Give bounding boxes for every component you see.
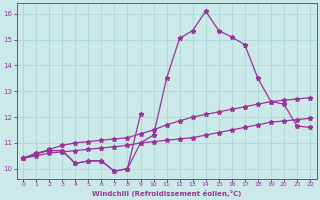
X-axis label: Windchill (Refroidissement éolien,°C): Windchill (Refroidissement éolien,°C) [92,190,241,197]
